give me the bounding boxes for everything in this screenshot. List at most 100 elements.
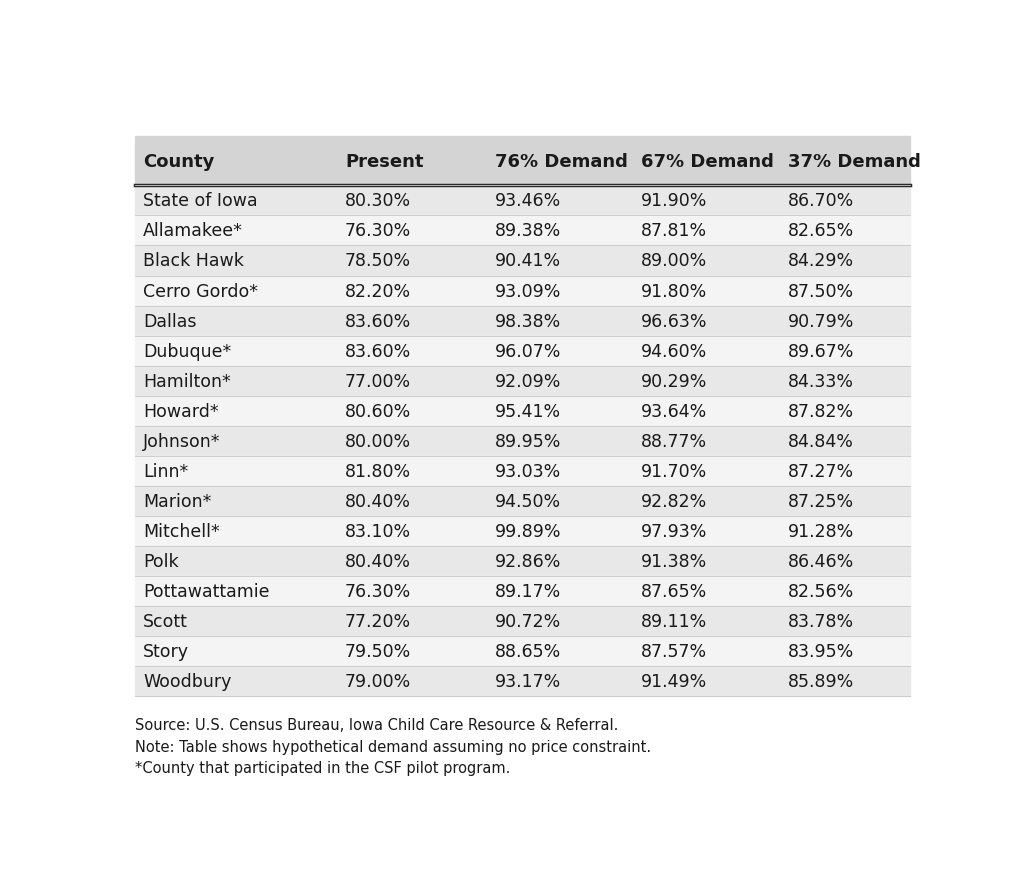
Text: Scott: Scott	[143, 612, 187, 630]
Text: 89.00%: 89.00%	[641, 253, 707, 270]
Text: 93.64%: 93.64%	[641, 402, 707, 420]
Bar	[136, 666, 909, 696]
Text: Johnson*: Johnson*	[143, 432, 220, 450]
Text: 76.30%: 76.30%	[344, 582, 411, 601]
Text: 87.25%: 87.25%	[787, 493, 853, 510]
Text: Dubuque*: Dubuque*	[143, 342, 231, 361]
Text: County: County	[143, 152, 214, 171]
Text: 93.03%: 93.03%	[494, 462, 560, 480]
Text: Linn*: Linn*	[143, 462, 189, 480]
Bar	[136, 137, 909, 186]
Bar	[136, 517, 909, 547]
Text: State of Iowa: State of Iowa	[143, 192, 258, 210]
Text: Story: Story	[143, 642, 190, 660]
Text: 80.40%: 80.40%	[344, 493, 411, 510]
Text: 89.95%: 89.95%	[494, 432, 560, 450]
Text: 90.79%: 90.79%	[787, 312, 853, 330]
Text: 87.57%: 87.57%	[641, 642, 707, 660]
Text: 80.00%: 80.00%	[344, 432, 411, 450]
Text: 88.65%: 88.65%	[494, 642, 560, 660]
Text: Black Hawk: Black Hawk	[143, 253, 244, 270]
Text: 87.82%: 87.82%	[787, 402, 853, 420]
Text: 85.89%: 85.89%	[787, 672, 853, 690]
Text: 76% Demand: 76% Demand	[494, 152, 628, 171]
Bar	[136, 366, 909, 396]
Text: Howard*: Howard*	[143, 402, 219, 420]
Text: 83.60%: 83.60%	[344, 342, 411, 361]
Bar	[136, 336, 909, 366]
Text: 90.29%: 90.29%	[641, 372, 707, 390]
Text: 76.30%: 76.30%	[344, 222, 411, 240]
Bar	[136, 547, 909, 577]
Text: 91.70%: 91.70%	[641, 462, 707, 480]
Text: Pottawattamie: Pottawattamie	[143, 582, 270, 601]
Text: 82.56%: 82.56%	[787, 582, 853, 601]
Text: 67% Demand: 67% Demand	[641, 152, 773, 171]
Bar	[136, 426, 909, 456]
Text: 98.38%: 98.38%	[494, 312, 560, 330]
Text: Polk: Polk	[143, 552, 178, 571]
Text: Allamakee*: Allamakee*	[143, 222, 243, 240]
Text: 86.70%: 86.70%	[787, 192, 853, 210]
Text: 82.20%: 82.20%	[344, 283, 411, 300]
Bar	[136, 216, 909, 246]
Text: 91.90%: 91.90%	[641, 192, 707, 210]
Text: 87.50%: 87.50%	[787, 283, 853, 300]
Text: 96.07%: 96.07%	[494, 342, 560, 361]
Text: 93.46%: 93.46%	[494, 192, 560, 210]
Bar	[136, 577, 909, 606]
Text: 84.29%: 84.29%	[787, 253, 853, 270]
Text: 80.30%: 80.30%	[344, 192, 411, 210]
Text: *County that participated in the CSF pilot program.: *County that participated in the CSF pil…	[136, 760, 511, 775]
Bar	[136, 396, 909, 426]
Text: 83.60%: 83.60%	[344, 312, 411, 330]
Text: 92.86%: 92.86%	[494, 552, 560, 571]
Text: Woodbury: Woodbury	[143, 672, 231, 690]
Text: 89.17%: 89.17%	[494, 582, 560, 601]
Text: 81.80%: 81.80%	[344, 462, 411, 480]
Text: 84.33%: 84.33%	[787, 372, 853, 390]
Text: Source: U.S. Census Bureau, Iowa Child Care Resource & Referral.: Source: U.S. Census Bureau, Iowa Child C…	[136, 717, 619, 732]
Text: 89.67%: 89.67%	[787, 342, 853, 361]
Text: 96.63%: 96.63%	[641, 312, 707, 330]
Text: 82.65%: 82.65%	[787, 222, 853, 240]
Bar	[136, 246, 909, 276]
Text: 79.50%: 79.50%	[344, 642, 411, 660]
Text: 97.93%: 97.93%	[641, 523, 707, 540]
Bar	[136, 456, 909, 486]
Bar	[136, 606, 909, 636]
Text: Marion*: Marion*	[143, 493, 212, 510]
Text: 78.50%: 78.50%	[344, 253, 411, 270]
Text: 37% Demand: 37% Demand	[787, 152, 919, 171]
Text: Hamilton*: Hamilton*	[143, 372, 231, 390]
Bar	[136, 186, 909, 216]
Text: 93.09%: 93.09%	[494, 283, 560, 300]
Text: 84.84%: 84.84%	[787, 432, 853, 450]
Text: Mitchell*: Mitchell*	[143, 523, 220, 540]
Text: 80.60%: 80.60%	[344, 402, 411, 420]
Text: 80.40%: 80.40%	[344, 552, 411, 571]
Text: 83.95%: 83.95%	[787, 642, 853, 660]
Text: 87.65%: 87.65%	[641, 582, 707, 601]
Text: 79.00%: 79.00%	[344, 672, 411, 690]
Text: 90.72%: 90.72%	[494, 612, 560, 630]
Text: Note: Table shows hypothetical demand assuming no price constraint.: Note: Table shows hypothetical demand as…	[136, 739, 651, 754]
Bar	[136, 486, 909, 517]
Bar	[136, 636, 909, 666]
Text: 87.27%: 87.27%	[787, 462, 853, 480]
Text: 95.41%: 95.41%	[494, 402, 560, 420]
Text: 89.11%: 89.11%	[641, 612, 707, 630]
Text: 83.78%: 83.78%	[787, 612, 853, 630]
Bar	[136, 276, 909, 307]
Text: 90.41%: 90.41%	[494, 253, 560, 270]
Text: 99.89%: 99.89%	[494, 523, 561, 540]
Bar	[136, 307, 909, 336]
Text: 91.49%: 91.49%	[641, 672, 707, 690]
Text: Dallas: Dallas	[143, 312, 197, 330]
Text: 94.50%: 94.50%	[494, 493, 560, 510]
Text: Cerro Gordo*: Cerro Gordo*	[143, 283, 258, 300]
Text: 92.09%: 92.09%	[494, 372, 560, 390]
Text: 86.46%: 86.46%	[787, 552, 853, 571]
Text: 92.82%: 92.82%	[641, 493, 707, 510]
Text: 77.00%: 77.00%	[344, 372, 411, 390]
